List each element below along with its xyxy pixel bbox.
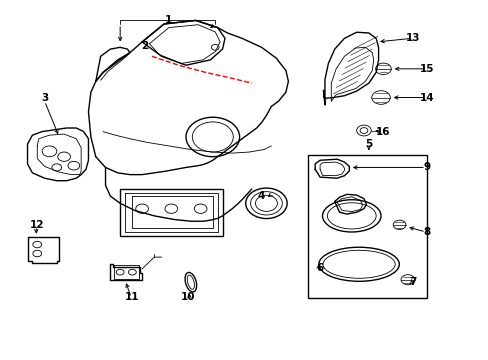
Text: 7: 7 bbox=[408, 277, 416, 287]
Text: 12: 12 bbox=[30, 220, 44, 230]
Text: 15: 15 bbox=[419, 64, 434, 74]
Text: 6: 6 bbox=[316, 263, 323, 273]
Text: 1: 1 bbox=[165, 15, 172, 26]
Text: 5: 5 bbox=[365, 139, 372, 149]
Text: 16: 16 bbox=[375, 127, 390, 136]
Text: 10: 10 bbox=[181, 292, 195, 302]
Text: 11: 11 bbox=[125, 292, 139, 302]
Text: 13: 13 bbox=[405, 33, 419, 43]
Bar bbox=[307, 155, 427, 298]
Text: 2: 2 bbox=[141, 41, 148, 50]
Text: 14: 14 bbox=[419, 93, 434, 103]
Text: 8: 8 bbox=[423, 227, 430, 237]
Text: 9: 9 bbox=[423, 162, 430, 172]
Text: 4: 4 bbox=[257, 191, 264, 201]
Text: 3: 3 bbox=[41, 93, 48, 103]
